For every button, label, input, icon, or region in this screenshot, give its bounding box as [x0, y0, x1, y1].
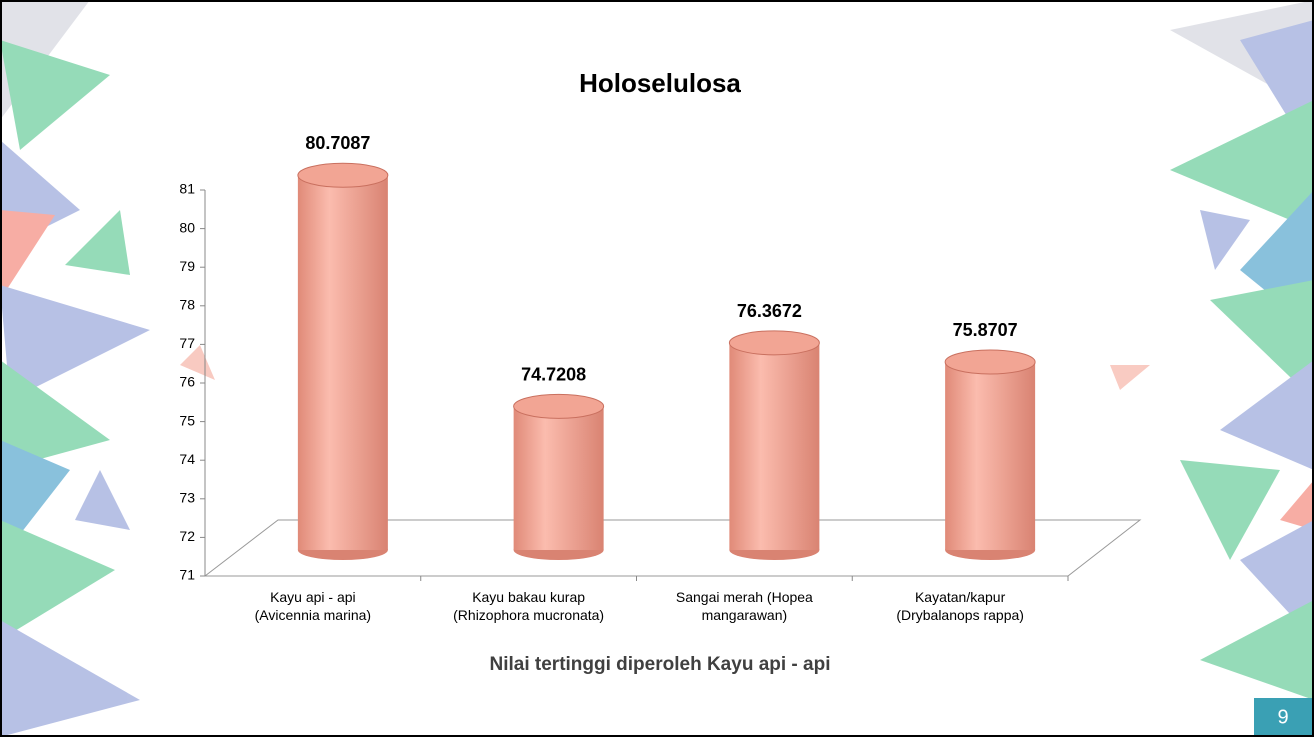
data-label: 74.7208: [521, 364, 586, 384]
y-tick-label: 74: [179, 451, 195, 467]
chart-title: Holoselulosa: [579, 68, 741, 98]
bar: [297, 175, 388, 550]
y-tick-label: 78: [179, 297, 195, 313]
data-label: 76.3672: [737, 301, 802, 321]
page-number-box: [1254, 698, 1312, 735]
y-tick-label: 80: [179, 219, 195, 235]
page-number: 9: [1277, 706, 1288, 728]
bar-group: [513, 393, 605, 560]
y-tick-label: 73: [179, 490, 195, 506]
x-tick-label: Sangai merah (Hopea: [676, 589, 813, 605]
bar-top: [944, 349, 1036, 375]
x-tick-label: (Avicennia marina): [255, 607, 371, 623]
y-tick-label: 77: [179, 335, 195, 351]
x-tick-label: mangarawan): [702, 607, 788, 623]
data-label: 80.7087: [305, 133, 370, 153]
floor: [203, 519, 1142, 577]
x-tick-label: Kayu bakau kurap: [472, 589, 585, 605]
bar: [945, 361, 1036, 550]
bar-top: [513, 393, 605, 419]
data-label: 75.8707: [953, 320, 1018, 340]
x-tick-label: Kayu api - api: [270, 589, 356, 605]
y-tick-label: 72: [179, 528, 195, 544]
bar-top: [297, 162, 389, 188]
x-tick-label: (Rhizophora mucronata): [453, 607, 604, 623]
bar-group: [944, 349, 1036, 560]
y-tick-label: 75: [179, 412, 195, 428]
bar: [513, 406, 604, 550]
y-tick-label: 81: [179, 181, 195, 197]
y-tick-label: 71: [179, 567, 195, 583]
x-tick-label: Kayatan/kapur: [915, 589, 1006, 605]
bar: [729, 342, 820, 550]
bar-group: [297, 162, 389, 560]
bar-top: [728, 330, 820, 356]
y-tick-label: 79: [179, 258, 195, 274]
bar-group: [728, 330, 820, 560]
x-tick-label: (Drybalanops rappa): [896, 607, 1024, 623]
y-tick-label: 76: [179, 374, 195, 390]
annotation: Nilai tertinggi diperoleh Kayu api - api: [490, 654, 831, 675]
